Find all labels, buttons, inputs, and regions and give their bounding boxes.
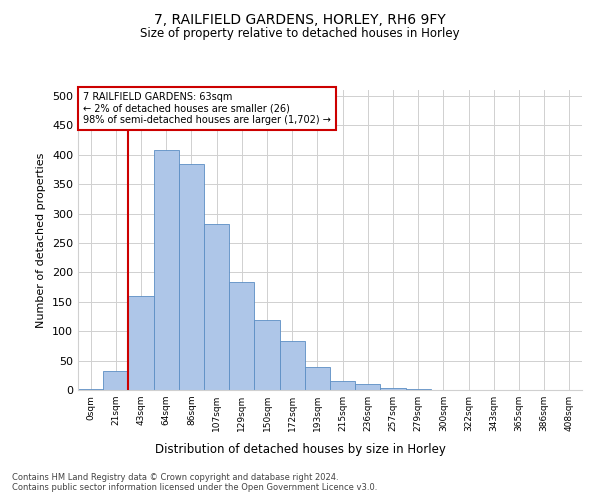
Text: 7 RAILFIELD GARDENS: 63sqm
← 2% of detached houses are smaller (26)
98% of semi-: 7 RAILFIELD GARDENS: 63sqm ← 2% of detac… (83, 92, 331, 124)
Text: Size of property relative to detached houses in Horley: Size of property relative to detached ho… (140, 28, 460, 40)
Bar (330, 380, 355, 390)
Bar (204, 224, 229, 390)
Bar (380, 388, 406, 390)
Bar (78, 389, 103, 390)
Bar (103, 370, 128, 390)
Text: 7, RAILFIELD GARDENS, HORLEY, RH6 9FY: 7, RAILFIELD GARDENS, HORLEY, RH6 9FY (154, 12, 446, 26)
Bar (154, 150, 179, 390)
Y-axis label: Number of detached properties: Number of detached properties (37, 152, 46, 328)
Bar (179, 164, 204, 390)
Text: Contains HM Land Registry data © Crown copyright and database right 2024.: Contains HM Land Registry data © Crown c… (12, 472, 338, 482)
Bar (128, 296, 154, 390)
Bar (305, 367, 330, 390)
Bar (280, 340, 305, 390)
Text: Contains public sector information licensed under the Open Government Licence v3: Contains public sector information licen… (12, 484, 377, 492)
Bar (229, 282, 254, 390)
Bar (254, 320, 280, 390)
Text: Distribution of detached houses by size in Horley: Distribution of detached houses by size … (155, 442, 445, 456)
Bar (355, 384, 380, 390)
